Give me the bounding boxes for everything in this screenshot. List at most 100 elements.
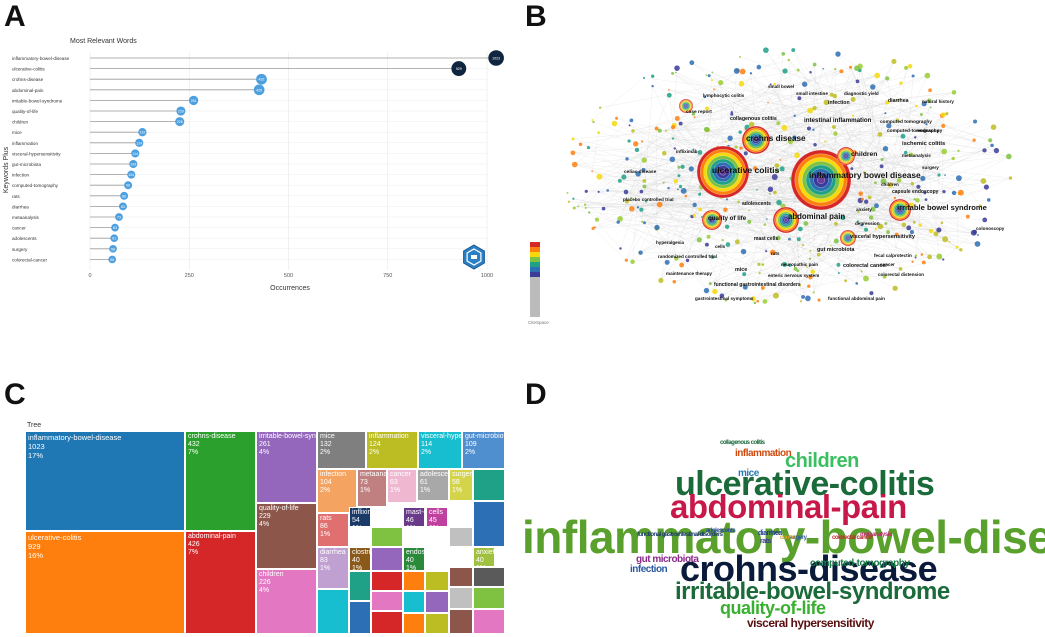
network-edge: [753, 259, 944, 299]
treemap-cell-minor: [403, 613, 425, 634]
network-node: [937, 173, 941, 177]
network-node: [642, 178, 647, 183]
chart-a-y-tick-labels: inflammatory-bowel-disease ulcerative-col…: [12, 56, 70, 262]
network-edge: [776, 75, 928, 166]
network-node: [747, 219, 752, 224]
panel-letter-c: C: [4, 378, 26, 411]
network-edge: [727, 196, 810, 227]
network-node: [644, 200, 648, 203]
network-node: [761, 263, 765, 267]
network-node: [909, 152, 914, 157]
network-edge: [837, 53, 985, 151]
network-edge: [620, 84, 775, 219]
network-node: [634, 147, 640, 153]
treemap-cell-pct: 2%: [320, 487, 331, 494]
network-node: [679, 262, 685, 268]
network-edge: [708, 196, 810, 237]
chart-a-x-tick: 250: [185, 273, 194, 279]
network-node: [806, 126, 811, 131]
chart-a-y-tick: metaanalysis: [12, 215, 40, 220]
network-node: [704, 106, 710, 111]
network-edge: [721, 134, 881, 296]
chart-a-point-label: 96: [126, 184, 130, 188]
network-edge: [748, 210, 808, 299]
treemap-cell-value: 124: [369, 441, 381, 448]
network-edge: [723, 186, 901, 270]
network-edge: [731, 114, 791, 266]
chart-a-y-tick: surgery: [12, 247, 28, 252]
network-node: [925, 123, 928, 126]
network-node: [793, 266, 798, 271]
network-node: [835, 51, 841, 57]
network-node: [739, 68, 746, 75]
word-cloud-word: irritable-bowel-syndrome: [675, 578, 950, 605]
network-edge: [644, 160, 896, 289]
treemap-cell-value: 58: [452, 479, 460, 486]
panel-letter-b: B: [525, 0, 547, 33]
network-edge: [620, 218, 944, 260]
network-edge: [672, 131, 741, 139]
treemap-cell-pct: 7%: [188, 449, 199, 456]
network-edge: [871, 86, 873, 218]
network-node: [674, 256, 679, 261]
treemap-cell-value: 426: [188, 541, 200, 548]
treemap-cell-value: 109: [465, 441, 477, 448]
network-node: [711, 71, 714, 74]
network-edge: [799, 75, 914, 99]
network-node: [591, 119, 594, 121]
network-node: [713, 88, 715, 91]
chart-a-point-label: 132: [139, 131, 145, 135]
chart-a-point-label: 83: [121, 205, 125, 209]
network-node: [796, 237, 801, 242]
treemap-cell: ulcerative-colitis 929 16%: [25, 531, 185, 634]
network-edge: [672, 73, 925, 193]
treemap-cell-name: infection: [320, 471, 347, 478]
network-node: [691, 112, 696, 116]
network-node-label: case report: [686, 109, 712, 115]
network-edge: [641, 84, 775, 192]
network-edge: [711, 80, 746, 154]
network-edge: [578, 83, 742, 207]
word-cloud-word: gut microbiota: [636, 554, 699, 565]
network-node: [798, 226, 803, 232]
treemap-cell-minor: [349, 601, 371, 634]
treemap-cell-minor: [449, 587, 473, 609]
chart-a-y-tick: mice: [12, 130, 22, 135]
network-node: [572, 197, 575, 200]
network-edge: [599, 176, 767, 220]
network-node: [856, 220, 859, 223]
network-node: [983, 184, 990, 190]
treemap-cell: children 226 4%: [256, 569, 317, 634]
network-edge: [667, 204, 695, 263]
network-edge: [754, 145, 974, 233]
chart-a-y-tick: abdominal-pain: [12, 88, 44, 93]
network-edge: [857, 221, 978, 245]
network-node: [638, 250, 643, 255]
network-node-label: gastrointestinal symptoms: [695, 296, 754, 301]
network-node: [972, 229, 977, 234]
treemap-cell-pct: 1%: [420, 487, 431, 494]
network-node: [587, 211, 591, 214]
network-node: [724, 140, 727, 143]
network-edge: [721, 151, 945, 296]
network-node-label: ischemic colitis: [902, 141, 945, 147]
network-edge: [691, 62, 960, 194]
network-edge: [813, 228, 876, 293]
network-edge: [823, 68, 877, 206]
network-node: [885, 100, 890, 105]
treemap-cell-pct: 1%: [360, 487, 371, 494]
network-edge: [898, 100, 945, 192]
network-edge: [668, 89, 681, 187]
network-node: [639, 189, 644, 194]
chart-a-point: [131, 149, 140, 158]
treemap-cell-minor: [371, 611, 403, 634]
network-edge: [642, 141, 701, 194]
network-node: [566, 191, 569, 194]
network-edge: [674, 125, 891, 186]
network-node: [611, 120, 618, 127]
treemap-cell-name: rats: [320, 515, 332, 522]
chart-a-point: [135, 138, 144, 147]
network-edge: [585, 147, 718, 209]
treemap-cell-value: 1023: [28, 442, 45, 451]
chart-a-y-tick: cancer: [12, 226, 26, 231]
